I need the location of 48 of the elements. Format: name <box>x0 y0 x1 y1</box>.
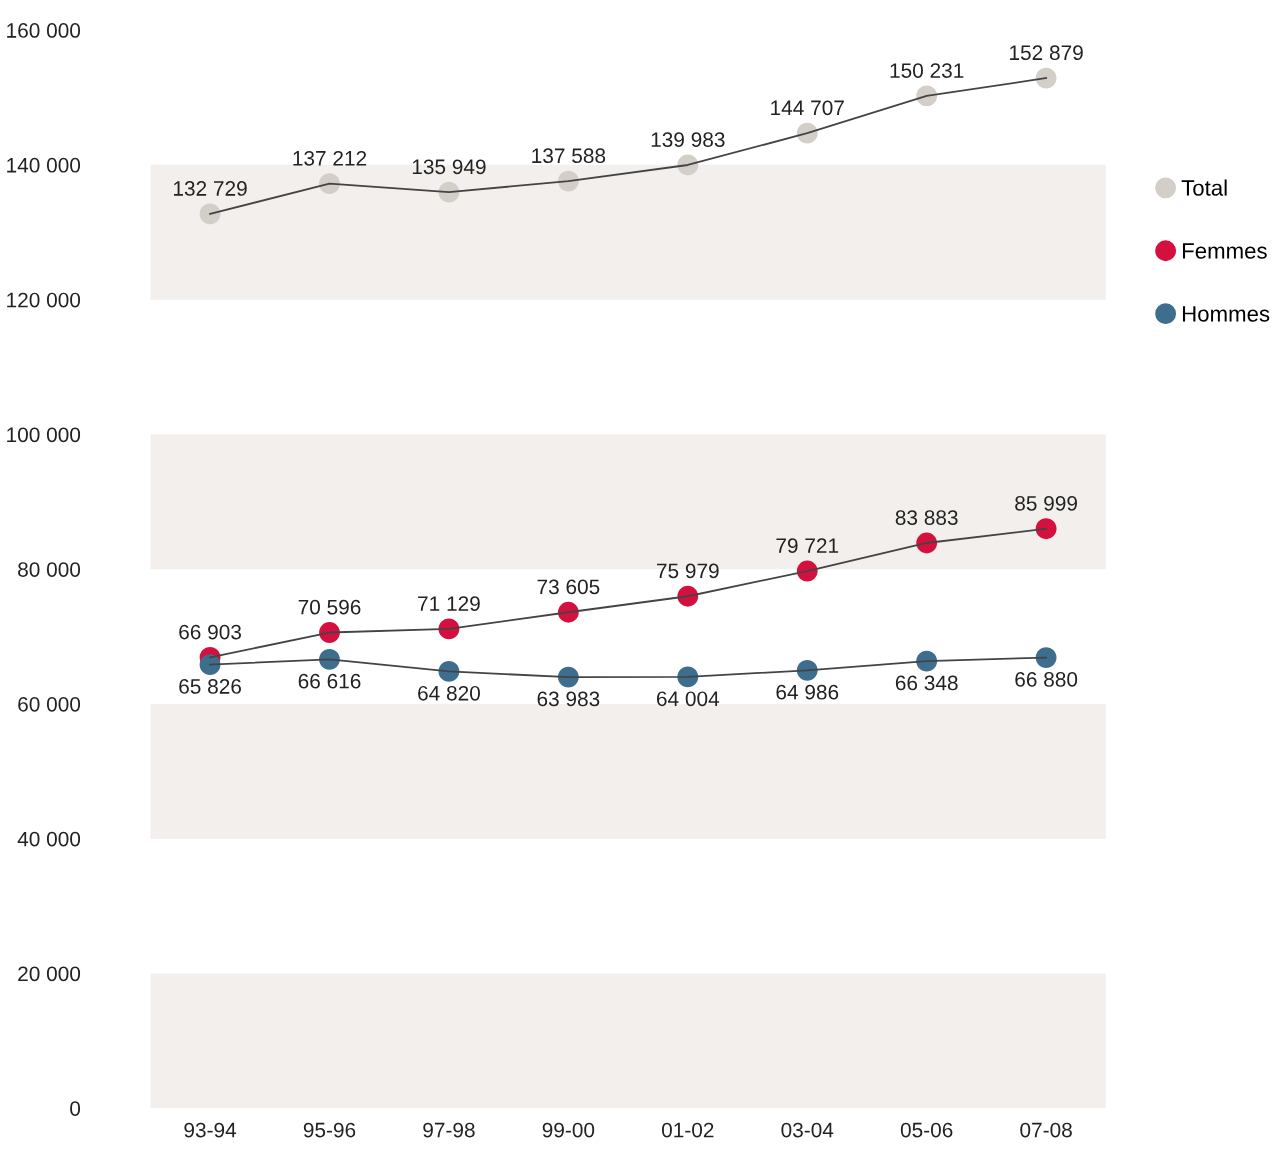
data-label: 65 826 <box>179 679 241 694</box>
legend-label: Hommes <box>1182 306 1270 322</box>
data-label: 150 231 <box>890 63 964 78</box>
point <box>199 203 221 225</box>
data-label: 64 820 <box>418 685 480 701</box>
y-tick-label: 40 000 <box>17 831 81 847</box>
x-tick-label: 07-08 <box>1020 1122 1072 1138</box>
y-tick-label: 120 000 <box>7 292 81 308</box>
point <box>1035 518 1057 540</box>
data-label: 144 707 <box>771 100 844 116</box>
data-label: 137 212 <box>293 150 367 166</box>
data-label: 70 596 <box>298 599 361 615</box>
data-label: 66 348 <box>895 675 958 691</box>
x-tick-label: 95-96 <box>303 1122 356 1138</box>
data-label: 64 004 <box>657 691 720 707</box>
data-label: 63 983 <box>537 691 600 707</box>
data-label: 152 879 <box>1010 45 1083 61</box>
data-label: 66 880 <box>1015 672 1078 687</box>
y-tick-label: 20 000 <box>18 966 81 982</box>
y-tick-label: 100 000 <box>7 427 81 443</box>
x-tick-label: 93-94 <box>184 1122 237 1138</box>
legend-label: Total <box>1181 179 1227 196</box>
data-label: 137 588 <box>532 148 606 164</box>
data-label: 66 616 <box>298 673 361 689</box>
data-label: 66 903 <box>179 624 241 640</box>
y-tick-label: 140 000 <box>7 157 81 173</box>
data-label: 71 129 <box>418 596 480 611</box>
data-label: 73 605 <box>537 579 600 595</box>
data-label: 83 883 <box>895 510 958 525</box>
data-label: 139 983 <box>651 132 725 147</box>
data-label: 135 949 <box>412 159 486 175</box>
y-tick-label: 0 <box>70 1101 81 1116</box>
x-tick-label: 03-04 <box>781 1122 834 1138</box>
data-label: 64 986 <box>776 684 839 700</box>
y-tick-label: 60 000 <box>18 696 81 712</box>
legend-label: Femmes <box>1182 243 1267 259</box>
data-label: 79 721 <box>776 538 839 554</box>
point <box>1035 67 1057 89</box>
point <box>1035 647 1057 668</box>
y-tick-label: 80 000 <box>18 562 81 577</box>
x-tick-label: 05-06 <box>900 1122 953 1138</box>
x-tick-label: 01-02 <box>661 1122 714 1138</box>
x-tick-label: 97-98 <box>423 1122 475 1138</box>
data-label: 132 729 <box>173 181 247 196</box>
data-label: 75 979 <box>657 563 719 579</box>
x-tick-label: 99-00 <box>542 1122 595 1138</box>
y-tick-label: 160 000 <box>7 23 81 38</box>
data-label: 85 999 <box>1015 495 1077 511</box>
